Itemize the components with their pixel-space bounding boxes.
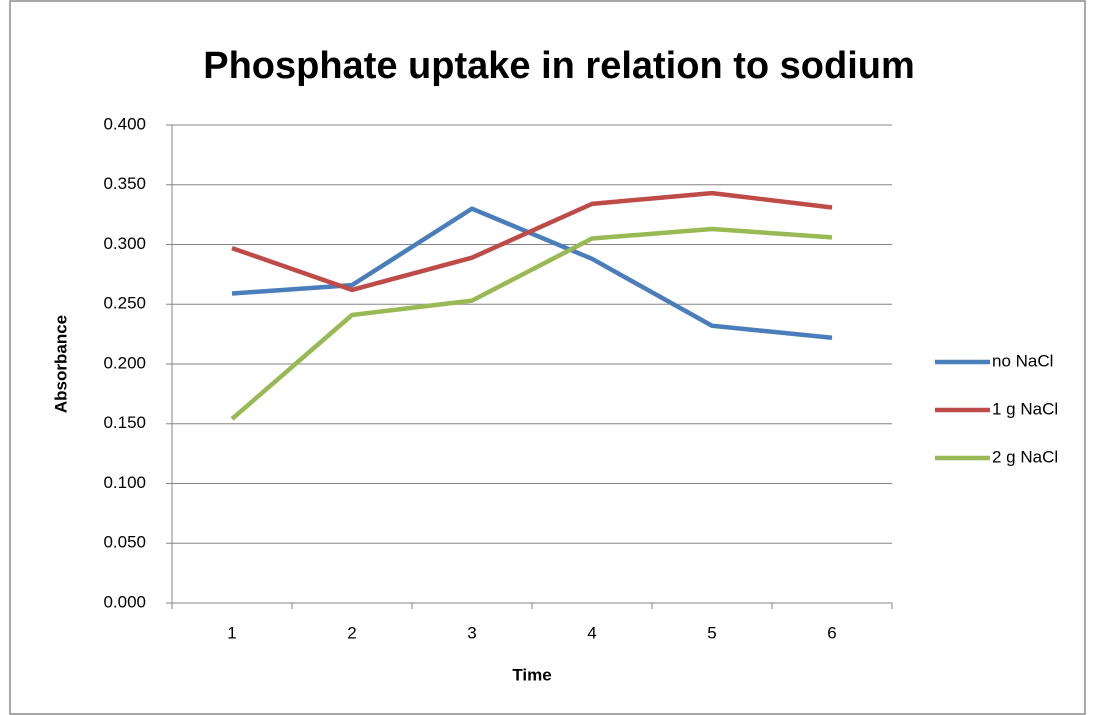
series-line: [231, 190, 833, 293]
series-line: [230, 226, 833, 421]
y-tick-label: 0.200: [103, 353, 146, 372]
x-tick-label: 5: [707, 623, 716, 642]
y-tick-label: 0.050: [103, 533, 146, 552]
x-tick-label: 2: [347, 623, 356, 642]
x-tick-label: 6: [827, 623, 836, 642]
legend-label: no NaCl: [992, 351, 1053, 370]
series-line: [231, 206, 833, 340]
y-tick-label: 0.000: [103, 592, 146, 611]
x-tick-label: 1: [227, 623, 236, 642]
legend-label: 1 g NaCl: [992, 399, 1058, 418]
y-tick-label: 0.150: [103, 413, 146, 432]
legend-label: 2 g NaCl: [992, 447, 1058, 466]
y-axis-title: Absorbance: [51, 315, 70, 413]
y-tick-label: 0.300: [103, 234, 146, 253]
y-tick-label: 0.100: [103, 473, 146, 492]
x-tick-label: 3: [467, 623, 476, 642]
y-tick-label: 0.350: [103, 174, 146, 193]
x-tick-label: 4: [587, 623, 596, 642]
chart-title: Phosphate uptake in relation to sodium: [203, 45, 915, 87]
y-tick-label: 0.400: [103, 114, 146, 133]
chart-border: [9, 0, 1086, 715]
x-axis-title: Time: [512, 665, 551, 684]
y-tick-label: 0.250: [103, 294, 146, 313]
